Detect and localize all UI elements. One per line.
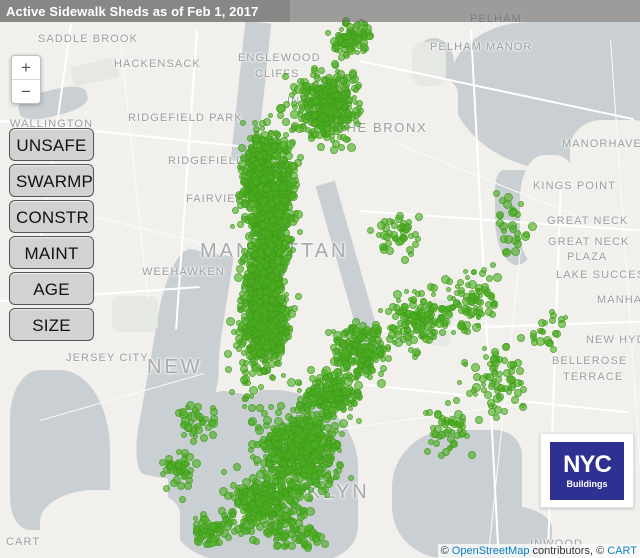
- title-bar-background: [290, 0, 640, 22]
- water-upper-bay: [168, 390, 358, 558]
- attribution-link-openstreetmap[interactable]: OpenStreetMap: [451, 545, 530, 557]
- map-label: BELLEROSE: [552, 355, 628, 367]
- map-label: RIDGEFIELD PARK: [128, 112, 243, 124]
- map-label: HACKENSACK: [114, 58, 201, 70]
- land-bronx-shore: [398, 78, 458, 134]
- road-local-7: [120, 39, 149, 299]
- park-greenwood: [236, 500, 266, 526]
- page-title: Active Sidewalk Sheds as of Feb 1, 2017: [6, 3, 259, 19]
- park-nj-meadowlands: [112, 296, 158, 332]
- nyc-logo-badge: NYC Buildings: [550, 441, 624, 500]
- land-staten-island: [40, 490, 180, 558]
- filter-button-stack: UNSAFE SWARMP CONSTR MAINT AGE SIZE: [9, 128, 94, 344]
- map-label: MANHAS: [597, 294, 640, 306]
- map-label: TERRACE: [563, 371, 624, 383]
- water-east-river: [315, 180, 385, 360]
- filter-button-constr[interactable]: CONSTR: [9, 200, 94, 233]
- map-label: SADDLE BROOK: [38, 33, 139, 45]
- filter-button-unsafe[interactable]: UNSAFE: [9, 128, 94, 161]
- map-label: JERSEY CITY: [66, 352, 149, 364]
- map-attribution: © OpenStreetMap contributors, © CART: [437, 544, 640, 558]
- zoom-out-button[interactable]: −: [12, 79, 40, 103]
- zoom-in-button[interactable]: +: [12, 56, 40, 79]
- title-bar: Active Sidewalk Sheds as of Feb 1, 2017: [0, 0, 290, 22]
- filter-button-size[interactable]: SIZE: [9, 308, 94, 341]
- filter-button-age[interactable]: AGE: [9, 272, 94, 305]
- filter-button-swarmp[interactable]: SWARMP: [9, 164, 94, 197]
- nyc-logo-secondary-text: Buildings: [566, 478, 608, 489]
- road-highway-7: [370, 320, 640, 332]
- filter-button-maint[interactable]: MAINT: [9, 236, 94, 269]
- zoom-control[interactable]: + −: [11, 55, 41, 104]
- attribution-mid-text: contributors, ©: [529, 545, 608, 557]
- land-manorhaven: [570, 120, 640, 190]
- park-prospect: [268, 470, 294, 504]
- attribution-link-carto[interactable]: CART: [607, 545, 637, 557]
- nyc-logo-primary-text: NYC: [563, 450, 612, 478]
- park-flushing-meadows: [426, 298, 456, 348]
- map-label: CART: [6, 536, 41, 548]
- attribution-copy-1: ©: [440, 545, 452, 557]
- map-label: FAIRVIEW: [186, 193, 248, 205]
- park-nj-north: [70, 57, 120, 87]
- park-vancortlandt: [316, 70, 346, 104]
- nyc-buildings-logo: NYC Buildings: [540, 433, 634, 508]
